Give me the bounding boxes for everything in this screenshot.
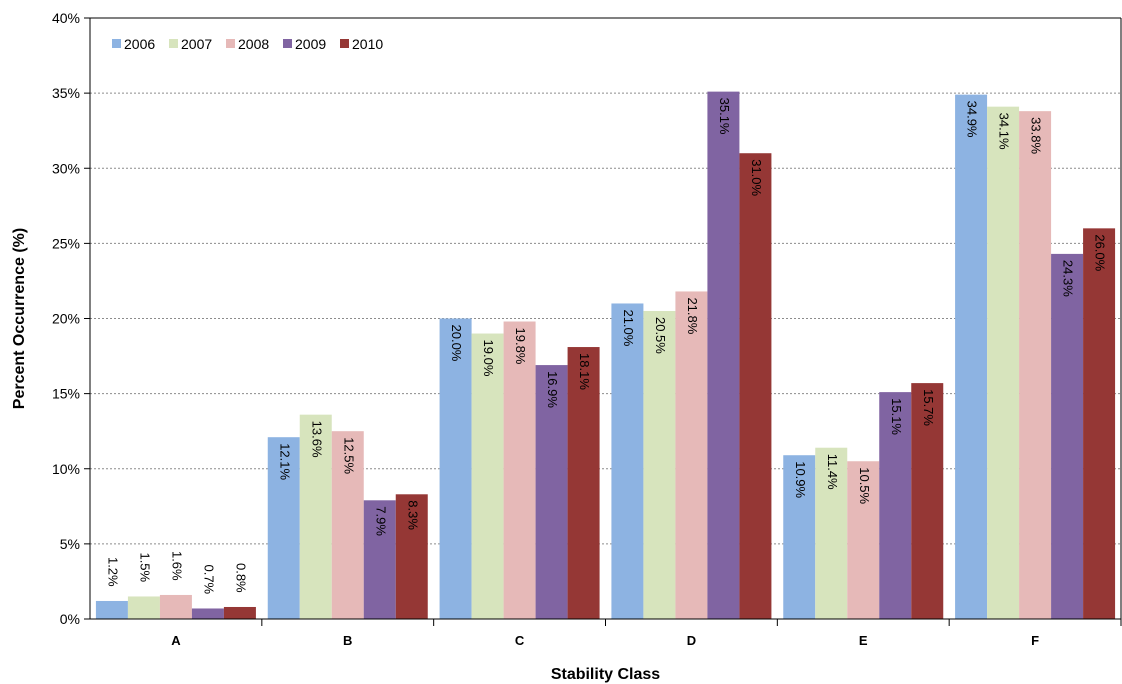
data-label: 21.8%: [685, 297, 700, 334]
data-label: 11.4%: [825, 454, 840, 490]
data-label: 15.7%: [921, 389, 936, 426]
bar: [567, 347, 600, 619]
data-label: 26.0%: [1093, 234, 1108, 271]
y-axis-title: Percent Occurrence (%): [11, 228, 28, 409]
bar: [643, 310, 676, 619]
data-label: 7.9%: [373, 506, 388, 536]
data-label: 24.3%: [1061, 260, 1076, 297]
data-label: 8.3%: [405, 500, 420, 530]
data-label: 35.1%: [717, 98, 732, 135]
bar: [439, 318, 472, 619]
x-tick-label: D: [687, 633, 696, 648]
bar: [1051, 253, 1084, 619]
data-label: 19.0%: [481, 340, 496, 377]
x-tick-label: F: [1031, 633, 1039, 648]
data-label: 1.5%: [137, 552, 152, 582]
data-label: 21.0%: [621, 309, 636, 346]
bar: [815, 447, 848, 619]
bar: [535, 365, 568, 619]
y-tick-label: 25%: [52, 235, 80, 251]
y-tick-label: 20%: [52, 311, 80, 327]
data-label: 10.5%: [857, 467, 872, 504]
bars: [95, 91, 1116, 619]
bar: [911, 383, 944, 619]
legend-swatch: [226, 39, 235, 48]
legend: 2006 2007 2008 2009 2010: [112, 36, 383, 52]
bar: [783, 455, 816, 619]
bar: [471, 333, 504, 619]
x-tick-label: B: [343, 633, 352, 648]
data-label: 0.7%: [201, 564, 216, 594]
legend-label: 2009: [295, 36, 326, 52]
data-label: 10.9%: [793, 461, 808, 498]
bar: [987, 106, 1020, 619]
bar: [1083, 228, 1116, 619]
bar: [611, 303, 644, 619]
data-label: 13.6%: [309, 421, 324, 458]
bar: [191, 608, 224, 619]
data-label: 20.0%: [449, 325, 464, 362]
data-label: 15.1%: [889, 398, 904, 435]
x-tick-label: A: [171, 633, 181, 648]
bar: [127, 596, 160, 619]
y-tick-label: 30%: [52, 160, 80, 176]
legend-label: 2010: [352, 36, 383, 52]
legend-label: 2006: [124, 36, 155, 52]
y-tick-label: 5%: [60, 536, 80, 552]
bar: [331, 431, 364, 619]
legend-swatch: [283, 39, 292, 48]
y-tick-label: 10%: [52, 461, 80, 477]
data-label: 12.1%: [277, 443, 292, 480]
bar: [363, 500, 396, 619]
bar: [675, 291, 708, 619]
data-label: 1.2%: [105, 557, 120, 587]
bar: [955, 94, 988, 619]
data-label: 16.9%: [545, 371, 560, 408]
data-label: 34.9%: [965, 101, 980, 138]
data-label: 1.6%: [169, 551, 184, 581]
bar: [1019, 111, 1052, 619]
bar: [707, 91, 740, 619]
data-label: 31.0%: [749, 159, 764, 196]
data-label: 34.1%: [997, 113, 1012, 150]
y-tick-label: 0%: [60, 611, 80, 627]
x-tick-label: C: [515, 633, 525, 648]
x-tick-label: E: [859, 633, 868, 648]
legend-swatch: [340, 39, 349, 48]
data-label: 19.8%: [513, 328, 528, 365]
legend-label: 2008: [238, 36, 269, 52]
legend-swatch: [112, 39, 121, 48]
data-label: 33.8%: [1029, 117, 1044, 154]
bar: [223, 606, 256, 619]
data-label: 12.5%: [341, 437, 356, 474]
data-label: 18.1%: [577, 353, 592, 390]
x-axis-title: Stability Class: [551, 666, 660, 683]
data-label: 0.8%: [233, 563, 248, 593]
y-tick-label: 40%: [52, 10, 80, 26]
bar: [879, 392, 912, 619]
axes: 0% 5% 10% 15% 20% 25% 30% 35% 40% A B C D E F: [52, 10, 1122, 648]
bar: [395, 494, 428, 619]
bar: [95, 600, 128, 619]
bar: [267, 437, 300, 619]
y-tick-label: 15%: [52, 386, 80, 402]
legend-label: 2007: [181, 36, 212, 52]
data-labels: 1.2% 1.5% 1.6% 0.7% 0.8% 12.1% 13.6% 12.5% 7.9% 8…: [105, 98, 1107, 595]
data-label: 20.5%: [653, 317, 668, 354]
bar: [159, 594, 192, 619]
bar: [847, 461, 880, 619]
legend-swatch: [169, 39, 178, 48]
y-tick-label: 35%: [52, 85, 80, 101]
bar: [739, 153, 772, 619]
bar: [503, 321, 536, 619]
bar: [299, 414, 332, 619]
